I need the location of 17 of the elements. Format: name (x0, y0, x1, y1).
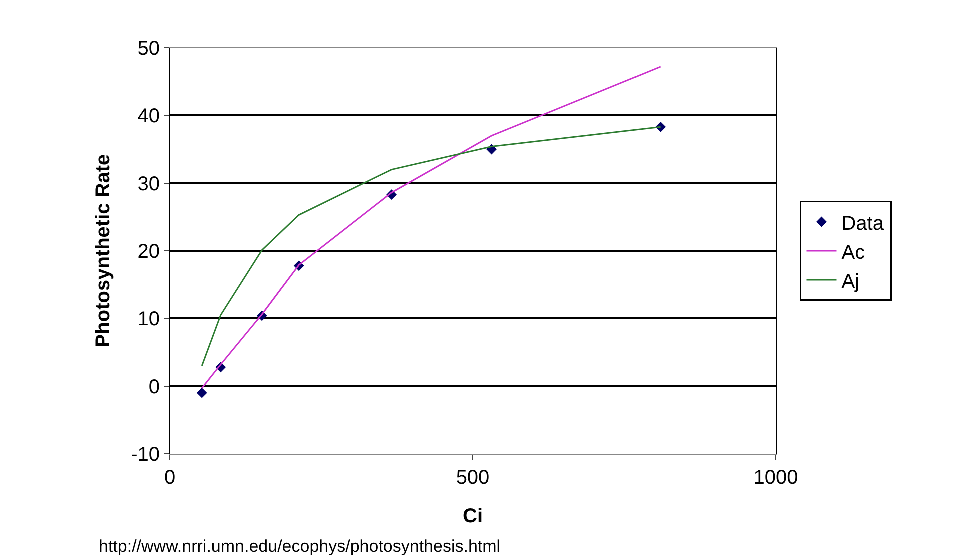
legend-label: Ac (842, 242, 866, 264)
legend-label: Data (842, 212, 885, 235)
text: http://www.nrri.umn.edu/ecophys/photosynthesis.html (99, 537, 501, 556)
y-tick-label: 50 (138, 38, 160, 60)
y-axis-title: Photosynthetic Rate (92, 154, 115, 348)
x-tick-label: 0 (164, 467, 176, 489)
y-tick-label: -10 (131, 444, 160, 466)
legend-label: Aj (842, 270, 860, 293)
x-tick-label: 500 (456, 467, 490, 489)
x-axis-title: Ci (463, 506, 483, 528)
y-tick-label: 40 (138, 106, 160, 128)
x-tick-label: 1000 (754, 467, 798, 489)
y-tick-label: 30 (138, 173, 160, 196)
y-tick-label: 10 (138, 308, 160, 331)
y-tick-label: 0 (148, 376, 160, 398)
y-tick-label: 20 (138, 241, 160, 263)
point (196, 388, 208, 398)
